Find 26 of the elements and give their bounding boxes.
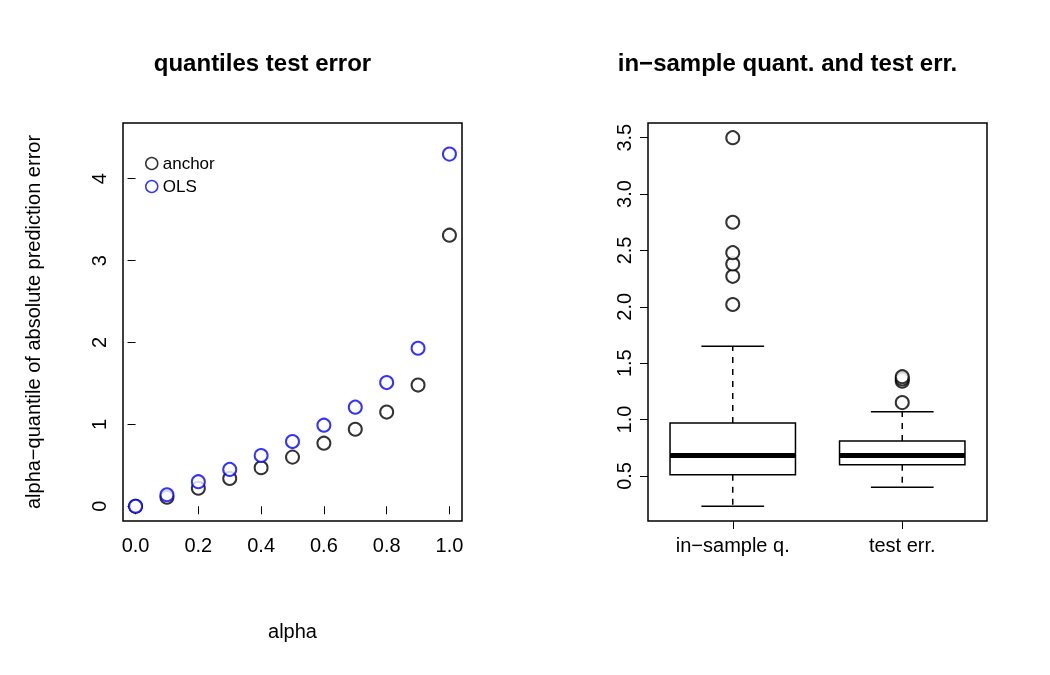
y-tick-label: 2 [88, 336, 110, 349]
x-tick-label: in−sample q. [675, 534, 790, 556]
y-tick-label: 0 [88, 500, 110, 512]
x-tick-label: 0.6 [309, 534, 338, 556]
y-tick-label: 3 [88, 255, 110, 267]
y-tick-label: 4 [88, 173, 110, 185]
x-tick-label: 0.0 [121, 534, 150, 556]
y-tick-label: 3.0 [613, 180, 635, 208]
x-tick-label: 0.2 [184, 534, 213, 556]
y-axis-title: alpha−quantile of absolute prediction error [22, 134, 44, 510]
x-tick-label: 0.8 [372, 534, 401, 556]
x-axis-title: alpha [268, 620, 318, 642]
x-tick-label: 1.0 [435, 534, 464, 556]
legend-label: anchor [162, 154, 216, 173]
chart-title: in−sample quant. and test err. [617, 48, 958, 76]
y-tick-label: 1.5 [613, 349, 635, 378]
x-tick-label: test err. [868, 534, 936, 556]
y-tick-label: 0.5 [613, 461, 635, 490]
x-tick-label: 0.4 [247, 534, 276, 556]
y-tick-label: 3.5 [613, 123, 635, 152]
legend-label: OLS [162, 177, 197, 196]
y-tick-label: 2.5 [613, 236, 635, 265]
y-tick-label: 1 [88, 418, 110, 430]
y-tick-label: 2.0 [613, 292, 635, 321]
chart-title: quantiles test error [153, 48, 372, 76]
y-tick-label: 1.0 [613, 405, 635, 434]
